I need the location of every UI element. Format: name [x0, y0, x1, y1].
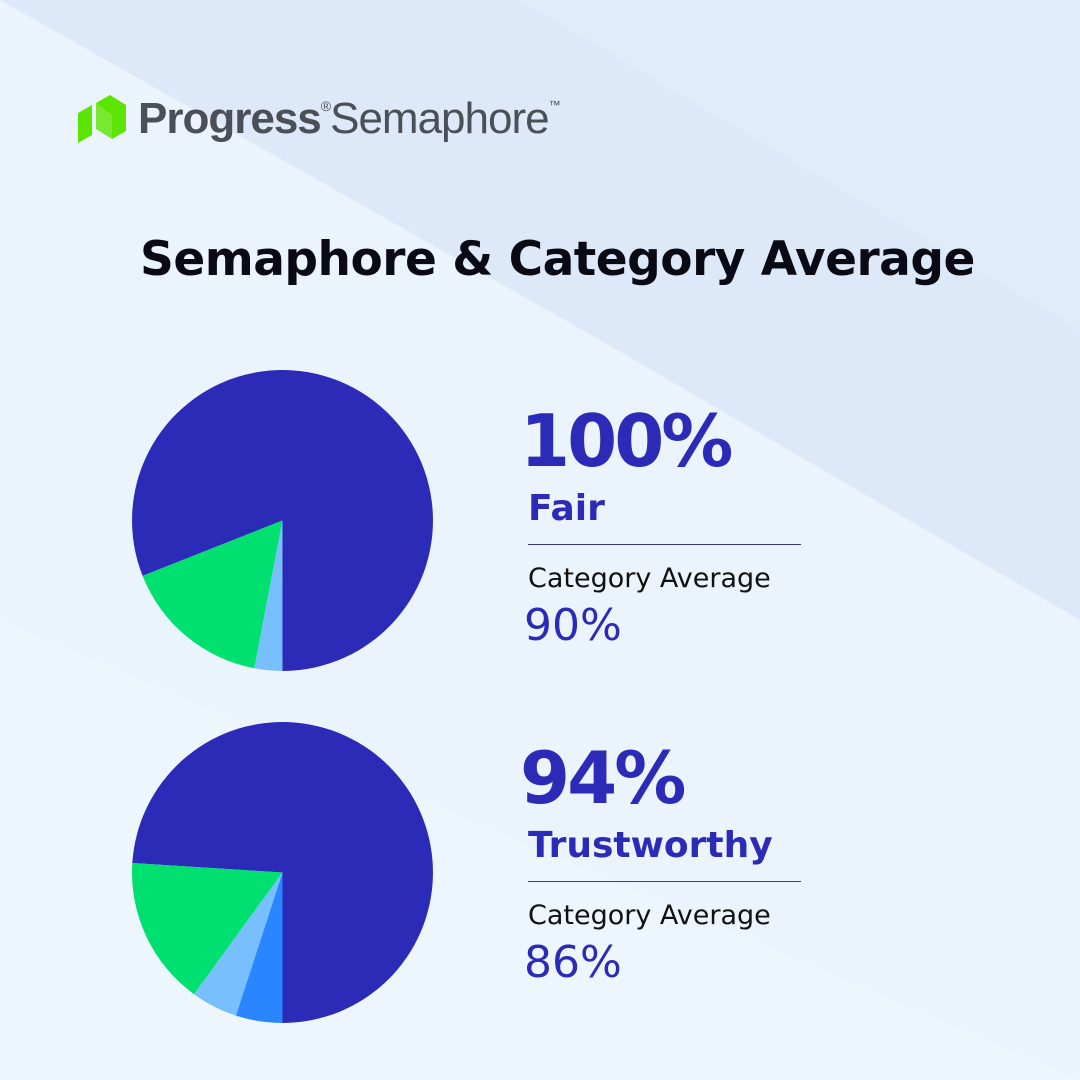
stat-block-trustworthy: 94% Trustworthy Category Average 86% — [520, 742, 810, 988]
pie-slice-2 — [254, 520, 283, 671]
pie-slice-1 — [142, 520, 283, 669]
divider — [528, 881, 801, 883]
logo-wordmark: Progress®Semaphore™ — [138, 94, 561, 144]
logo-product-name: Semaphore — [330, 94, 549, 143]
progress-semaphore-logo: Progress®Semaphore™ — [78, 88, 561, 150]
category-average-label: Category Average — [528, 563, 771, 595]
trademark-mark: ™ — [548, 98, 561, 112]
progress-logo-icon — [78, 95, 126, 143]
headline-percentage: 100% — [520, 399, 733, 483]
registered-mark: ® — [320, 98, 331, 114]
pie-chart-trustworthy — [132, 722, 433, 1023]
logo-brand-name: Progress — [138, 94, 322, 143]
headline-percentage: 94% — [520, 736, 686, 820]
category-average-value: 90% — [524, 600, 622, 652]
pie-slice-0 — [132, 370, 433, 671]
pie-slice-0 — [132, 722, 433, 1023]
pie-slice-1 — [132, 863, 283, 995]
category-average-label: Category Average — [528, 900, 771, 932]
metric-label: Trustworthy — [528, 825, 773, 866]
metric-label: Fair — [528, 488, 605, 529]
category-average-value: 86% — [524, 937, 622, 989]
pie-slice-3 — [236, 872, 283, 1023]
stat-block-fair: 100% Fair Category Average 90% — [520, 405, 810, 651]
pie-slice-2 — [194, 872, 283, 1016]
page-title: Semaphore & Category Average — [140, 232, 975, 287]
pie-chart-fair — [132, 370, 433, 671]
divider — [528, 544, 801, 546]
